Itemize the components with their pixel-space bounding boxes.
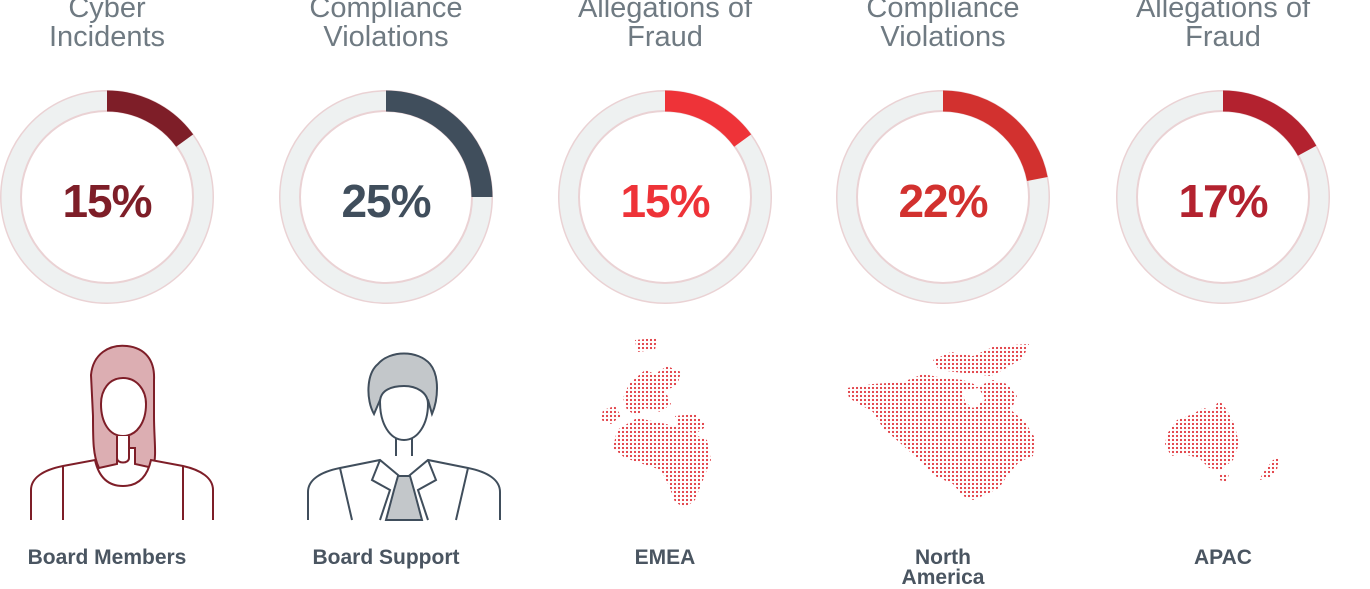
category-label: Board Members (0, 546, 247, 569)
donut-arc (1222, 90, 1317, 157)
chart-title: Allegations of Fraud (525, 0, 805, 52)
category-label: APAC (1083, 546, 1363, 569)
title-line: Cyber (68, 0, 146, 24)
chart-column: Compliance Violations 22% North America (803, 0, 1083, 589)
category-label: North America (803, 546, 1083, 589)
title-line: Violations (880, 21, 1006, 53)
chart-title: Allegations of Fraud (1083, 0, 1363, 52)
donut-arc (942, 90, 1048, 182)
north-america-map-icon (847, 344, 1035, 500)
percent-value: 25% (341, 175, 431, 227)
donut-arc (106, 90, 194, 148)
donut-track-inner (856, 110, 1030, 284)
chart-title: Compliance Violations (803, 0, 1083, 52)
label-line: Board Members (27, 546, 187, 569)
title-line: Compliance (866, 0, 1020, 24)
percent-value: 22% (898, 175, 988, 227)
donut-chart (836, 90, 1050, 304)
title-line: Compliance (309, 0, 463, 24)
donut-arc (664, 90, 752, 148)
donut-arc (385, 90, 493, 198)
chart-column: Compliance Violations 25% Board Support (246, 0, 526, 589)
title-line: Fraud (627, 21, 703, 53)
chart-column: Cyber Incidents 15% Board Members (0, 0, 247, 589)
label-line: EMEA (634, 546, 696, 569)
category-label: Board Support (246, 546, 526, 569)
apac-map-icon (1165, 400, 1279, 482)
emea-map-icon (601, 338, 711, 508)
title-line: Incidents (48, 21, 166, 53)
donut-chart (558, 90, 772, 304)
title-line: Allegations of (1135, 0, 1311, 24)
chart-column: Allegations of Fraud 17% APAC (1083, 0, 1363, 589)
title-line: Fraud (1185, 21, 1261, 53)
label-line: America (901, 566, 985, 589)
donut-chart (0, 90, 214, 304)
donut-track-inner (1136, 110, 1310, 284)
category-label: EMEA (525, 546, 805, 569)
donut-track-inner (578, 110, 752, 284)
donut-track-inner (20, 110, 194, 284)
woman-avatar-icon (30, 344, 214, 520)
title-line: Allegations of (577, 0, 753, 24)
man-avatar-icon (307, 352, 501, 521)
label-line: North (915, 546, 971, 569)
percent-value: 15% (62, 175, 152, 227)
title-line: Violations (323, 21, 449, 53)
percent-value: 17% (1178, 175, 1268, 227)
percent-value: 15% (620, 175, 710, 227)
donut-chart (279, 90, 493, 304)
chart-title: Cyber Incidents (0, 0, 247, 52)
label-line: APAC (1194, 546, 1252, 569)
chart-title: Compliance Violations (246, 0, 526, 52)
donut-chart (1116, 90, 1330, 304)
chart-column: Allegations of Fraud 15% EMEA (525, 0, 805, 589)
label-line: Board Support (312, 546, 460, 569)
